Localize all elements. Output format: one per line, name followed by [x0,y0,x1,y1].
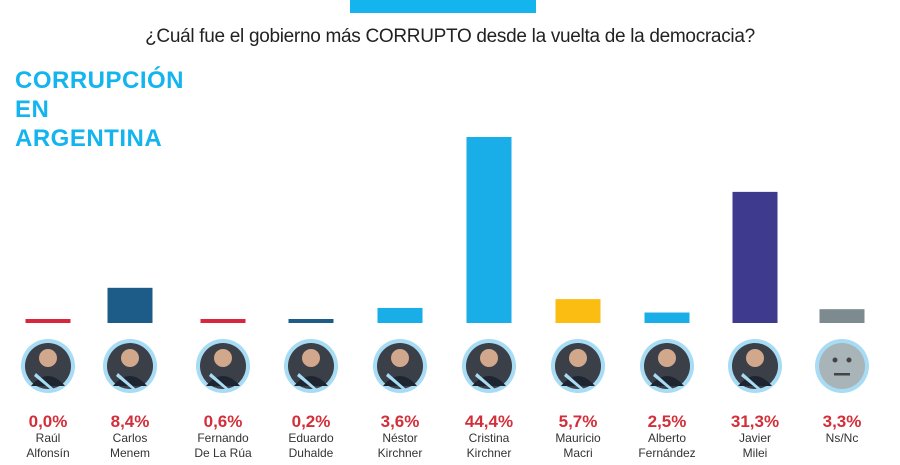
data-label: 3,6% [381,412,420,431]
bar [107,287,153,323]
category-label: Macri [563,446,592,460]
bar [555,299,601,323]
category-label: Menem [110,446,150,460]
category-label: Néstor [382,431,417,445]
category-label: Kirchner [378,446,423,460]
data-label: 5,7% [559,412,598,431]
data-label: 8,4% [111,412,150,431]
category-label: Carlos [113,431,148,445]
avatar [551,339,605,393]
category-label: Milei [743,446,768,460]
avatar [284,339,338,393]
category-label: Eduardo [288,431,334,445]
data-label: 0,0% [29,412,68,431]
avatar [373,339,427,393]
subtitle-line: CORRUPCIÓN [15,67,185,94]
bar [288,319,334,323]
category-label: Duhalde [289,446,334,460]
avatar [196,339,250,393]
category-label: Ns/Nc [826,431,859,445]
bar [644,312,690,323]
subtitle-line: ARGENTINA [15,125,163,152]
data-label: 2,5% [648,412,687,431]
category-label: De La Rúa [194,446,252,460]
bar [200,319,246,323]
avatar [103,339,157,393]
chart-title: ¿Cuál fue el gobierno más CORRUPTO desde… [145,26,755,47]
top-accent-bar [350,0,536,13]
category-label: Cristina [469,431,510,445]
category-label: Alberto [648,431,686,445]
category-label: Raúl [36,431,61,445]
avatar [21,339,75,393]
avatar [728,339,782,393]
chart-subtitle: CORRUPCIÓN EN ARGENTINA [15,66,184,153]
category-label: Kirchner [467,446,512,460]
category-label: Fernando [197,431,249,445]
data-label: 44,4% [465,412,513,431]
bar [732,191,778,323]
bar [377,307,423,323]
data-label: 0,6% [204,412,243,431]
data-label: 3,3% [823,412,862,431]
neutral-face-icon [815,339,869,393]
category-label: Javier [739,431,771,445]
avatar [640,339,694,393]
avatar [462,339,516,393]
category-label: Alfonsín [26,446,69,460]
category-label: Mauricio [555,431,601,445]
bar [466,137,512,323]
data-label: 31,3% [731,412,779,431]
data-label: 0,2% [292,412,331,431]
subtitle-line: EN [15,96,50,123]
category-label: Fernández [638,446,695,460]
bar [25,319,71,323]
bar [819,309,865,323]
